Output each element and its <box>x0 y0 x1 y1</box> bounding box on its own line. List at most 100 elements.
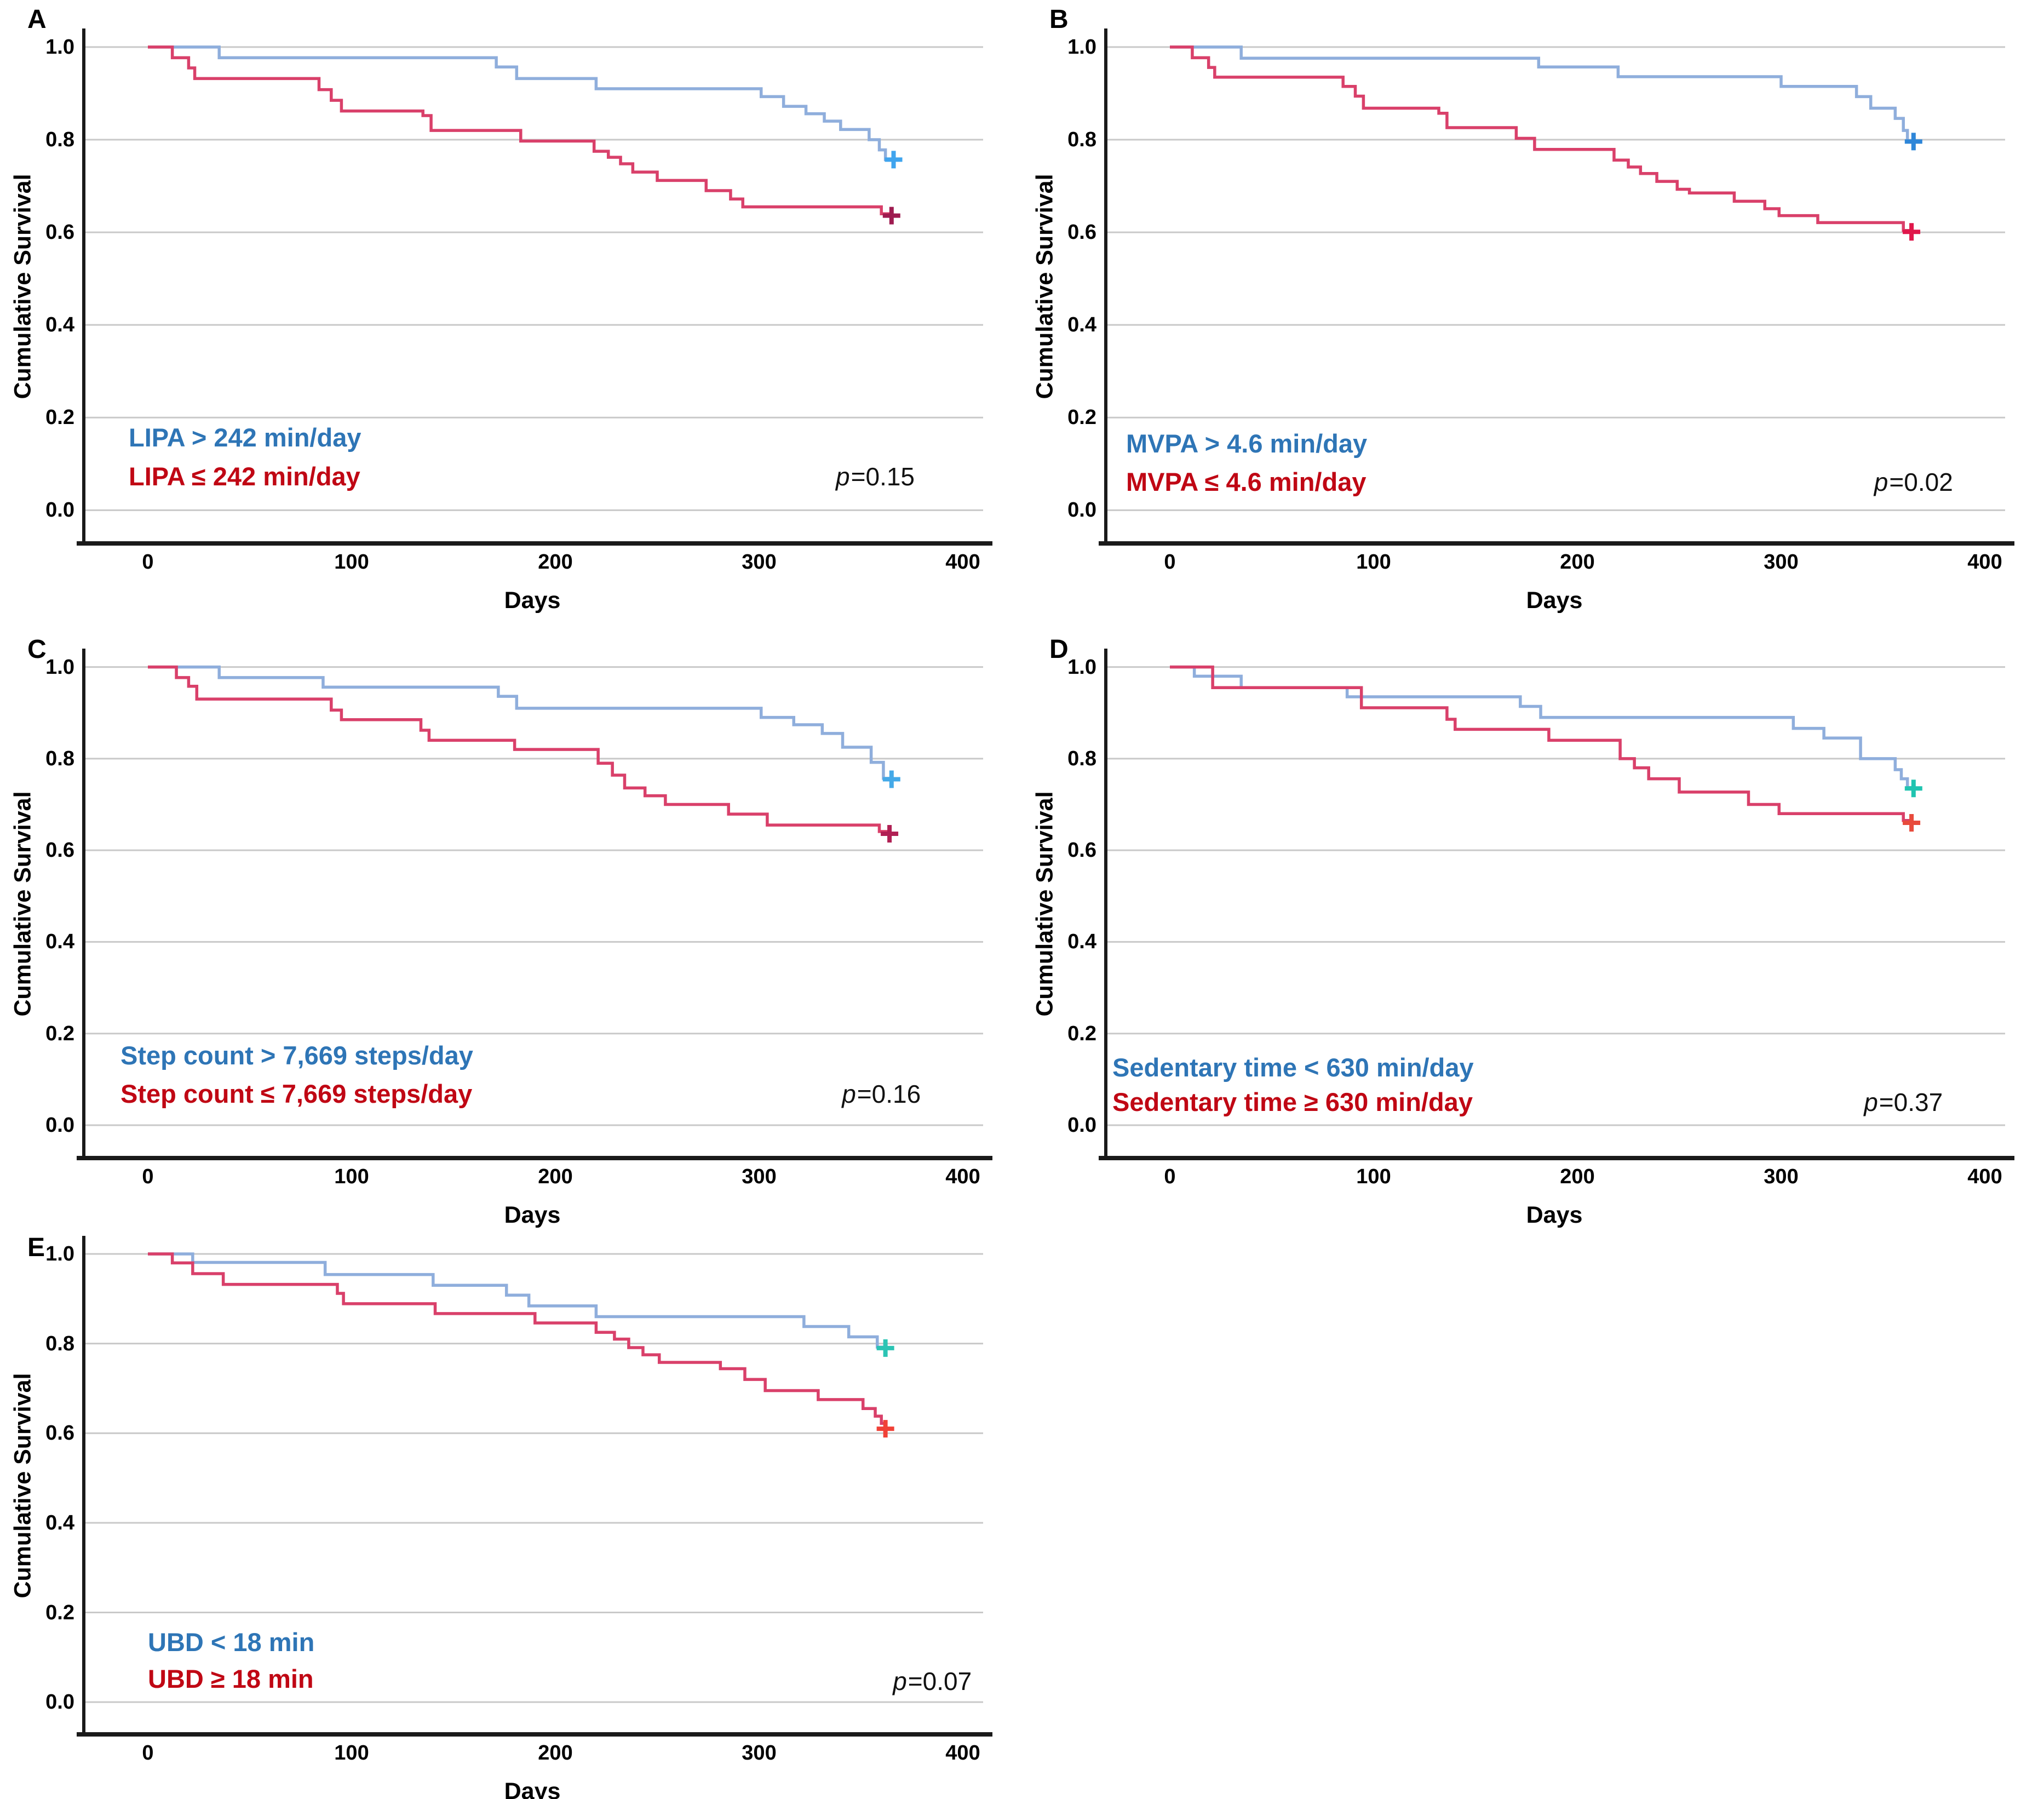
y-tick-label: 0.2 <box>1067 1022 1096 1045</box>
p-value-label: p=0.16 <box>744 1078 1018 1110</box>
p-value-label: p=0.02 <box>1777 466 2044 499</box>
y-axis-title: Cumulative Survival <box>9 1373 36 1599</box>
y-tick-label: 0.2 <box>45 1601 74 1624</box>
x-tick-label: 100 <box>334 1165 369 1188</box>
panel-letter-b: B <box>1049 5 1069 34</box>
x-tick-label: 300 <box>742 1741 777 1764</box>
y-tick-label: 0.8 <box>45 1332 74 1355</box>
y-tick-label: 0.0 <box>1067 1113 1096 1137</box>
panel-letter-d: D <box>1049 635 1069 664</box>
x-tick-label: 0 <box>1164 551 1176 574</box>
p-symbol: p <box>893 1666 907 1695</box>
x-tick-label: 300 <box>1764 1165 1799 1188</box>
p-number: =0.15 <box>851 462 915 491</box>
x-axis-title: Days <box>504 1202 561 1228</box>
panel-letter-e: E <box>27 1233 45 1262</box>
y-tick-label: 0.6 <box>45 221 74 244</box>
km-panel-a: A Cumulative Survival 1.0 0.8 0.6 0.4 0.… <box>0 0 1022 630</box>
y-tick-label: 1.0 <box>45 1242 74 1265</box>
panel-letter-c: C <box>27 635 47 664</box>
x-axis-title: Days <box>1526 1202 1583 1228</box>
x-tick-label: 0 <box>1164 1165 1176 1188</box>
x-tick-label: 100 <box>334 1741 369 1764</box>
y-tick-label: 1.0 <box>45 35 74 59</box>
legend-blue-label: Sedentary time < 630 min/day <box>1112 1052 1474 1082</box>
p-value-label: p=0.37 <box>1766 1086 2040 1119</box>
x-axis-title: Days <box>504 1778 561 1799</box>
y-tick-label: 1.0 <box>1067 35 1096 59</box>
y-tick-label: 0.4 <box>45 313 74 337</box>
legend-red-label: UBD ≥ 18 min <box>148 1664 314 1693</box>
x-tick-label: 0 <box>142 1165 154 1188</box>
x-tick-label: 400 <box>1967 551 2002 574</box>
y-tick-label: 0.0 <box>1067 499 1096 522</box>
x-tick-label: 400 <box>1967 1165 2002 1188</box>
x-tick-label: 400 <box>945 551 980 574</box>
y-tick-label: 0.8 <box>45 747 74 770</box>
y-tick-label: 0.8 <box>1067 128 1096 151</box>
y-tick-label: 0.2 <box>1067 406 1096 429</box>
legend-red-label: Sedentary time ≥ 630 min/day <box>1112 1087 1473 1117</box>
x-tick-label: 200 <box>538 1165 573 1188</box>
legend-blue-label: Step count > 7,669 steps/day <box>120 1040 473 1070</box>
y-tick-label: 0.8 <box>45 128 74 151</box>
y-tick-label: 0.0 <box>45 1691 74 1714</box>
p-value-label: p=0.07 <box>795 1665 1022 1698</box>
p-number: =0.37 <box>1879 1088 1943 1117</box>
y-tick-label: 0.2 <box>45 406 74 429</box>
x-tick-label: 200 <box>1560 1165 1595 1188</box>
y-tick-label: 0.6 <box>45 1422 74 1445</box>
y-tick-label: 0.0 <box>45 499 74 522</box>
legend-red-label: Step count ≤ 7,669 steps/day <box>120 1079 473 1109</box>
x-tick-label: 100 <box>1356 551 1391 574</box>
y-tick-label: 0.6 <box>1067 221 1096 244</box>
km-panel-e: E Cumulative Survival 1.0 0.8 0.6 0.4 0.… <box>0 1233 1022 1799</box>
km-panel-b: B Cumulative Survival 1.0 0.8 0.6 0.4 0.… <box>1022 0 2044 630</box>
x-axis-title: Days <box>504 587 561 614</box>
y-tick-label: 0.8 <box>1067 747 1096 770</box>
survival-plot-a <box>77 28 992 546</box>
legend-red-label: LIPA ≤ 242 min/day <box>129 461 360 491</box>
survival-plot-d <box>1099 649 2014 1160</box>
survival-plot-b <box>1099 28 2014 546</box>
x-tick-label: 300 <box>742 1165 777 1188</box>
y-tick-label: 0.4 <box>45 930 74 954</box>
y-tick-label: 0.2 <box>45 1022 74 1045</box>
km-panel-c: C Cumulative Survival 1.0 0.8 0.6 0.4 0.… <box>0 630 1022 1233</box>
y-axis-title: Cumulative Survival <box>1031 174 1058 399</box>
y-tick-label: 0.0 <box>45 1113 74 1137</box>
x-tick-label: 200 <box>1560 551 1595 574</box>
x-tick-label: 300 <box>1764 551 1799 574</box>
p-symbol: p <box>842 1080 856 1109</box>
p-number: =0.07 <box>908 1666 972 1695</box>
survival-plot-e <box>77 1236 992 1737</box>
y-tick-label: 1.0 <box>45 655 74 679</box>
p-symbol: p <box>1874 467 1888 496</box>
y-tick-label: 0.4 <box>1067 930 1096 954</box>
legend-blue-label: LIPA > 242 min/day <box>129 423 361 452</box>
legend-red-label: MVPA ≤ 4.6 min/day <box>1126 467 1367 496</box>
x-tick-label: 400 <box>945 1741 980 1764</box>
y-axis-title: Cumulative Survival <box>9 791 36 1017</box>
x-tick-label: 200 <box>538 1741 573 1764</box>
survival-plot-c <box>77 649 992 1160</box>
y-tick-label: 0.4 <box>45 1511 74 1534</box>
x-tick-label: 100 <box>1356 1165 1391 1188</box>
p-number: =0.02 <box>1889 467 1953 496</box>
legend-blue-label: UBD < 18 min <box>148 1627 315 1657</box>
x-tick-label: 200 <box>538 551 573 574</box>
y-axis-title: Cumulative Survival <box>1031 791 1058 1017</box>
y-tick-label: 0.4 <box>1067 313 1096 337</box>
km-panel-d: D Cumulative Survival 1.0 0.8 0.6 0.4 0.… <box>1022 630 2044 1233</box>
y-tick-label: 0.6 <box>1067 839 1096 862</box>
x-tick-label: 0 <box>142 1741 154 1764</box>
x-tick-label: 300 <box>742 551 777 574</box>
p-value-label: p=0.15 <box>738 460 1012 493</box>
p-number: =0.16 <box>857 1080 921 1109</box>
y-axis-title: Cumulative Survival <box>9 174 36 399</box>
legend-blue-label: MVPA > 4.6 min/day <box>1126 428 1368 458</box>
panel-letter-a: A <box>27 5 47 34</box>
y-tick-label: 0.6 <box>45 839 74 862</box>
p-symbol: p <box>1864 1088 1878 1117</box>
